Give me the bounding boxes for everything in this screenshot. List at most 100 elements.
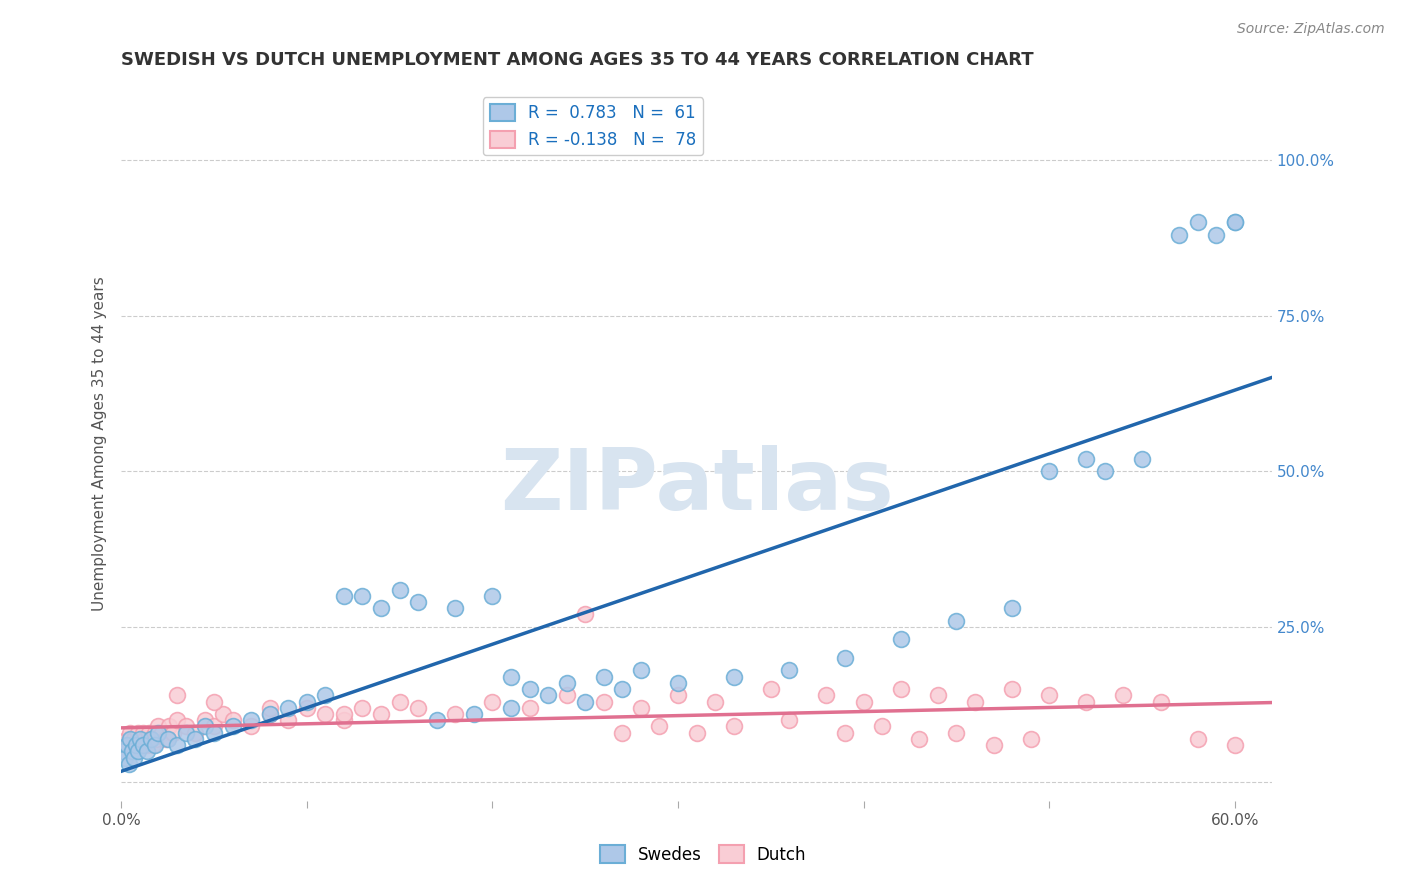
- Point: [115, 738, 138, 752]
- Point: [1187, 215, 1209, 229]
- Point: [221, 719, 243, 733]
- Point: [1094, 464, 1116, 478]
- Point: [143, 738, 166, 752]
- Point: [666, 676, 689, 690]
- Point: [166, 713, 188, 727]
- Point: [463, 706, 485, 721]
- Point: [1019, 731, 1042, 746]
- Point: [890, 682, 912, 697]
- Point: [499, 700, 522, 714]
- Point: [132, 738, 155, 752]
- Point: [723, 719, 745, 733]
- Point: [388, 695, 411, 709]
- Point: [388, 582, 411, 597]
- Point: [1001, 601, 1024, 615]
- Point: [759, 682, 782, 697]
- Point: [120, 725, 142, 739]
- Point: [852, 695, 875, 709]
- Point: [704, 695, 727, 709]
- Point: [112, 738, 135, 752]
- Point: [139, 731, 162, 746]
- Point: [259, 700, 281, 714]
- Point: [945, 614, 967, 628]
- Point: [1076, 451, 1098, 466]
- Point: [121, 744, 143, 758]
- Point: [1187, 731, 1209, 746]
- Point: [120, 731, 142, 746]
- Point: [352, 700, 374, 714]
- Point: [555, 689, 578, 703]
- Point: [240, 713, 263, 727]
- Point: [370, 706, 392, 721]
- Point: [1001, 682, 1024, 697]
- Point: [723, 670, 745, 684]
- Point: [592, 695, 614, 709]
- Point: [778, 713, 800, 727]
- Point: [166, 738, 188, 752]
- Point: [1168, 227, 1191, 242]
- Point: [159, 719, 181, 733]
- Point: [134, 731, 156, 746]
- Point: [426, 713, 449, 727]
- Point: [1038, 689, 1060, 703]
- Point: [212, 706, 235, 721]
- Point: [870, 719, 893, 733]
- Y-axis label: Unemployment Among Ages 35 to 44 years: Unemployment Among Ages 35 to 44 years: [93, 276, 107, 611]
- Text: Source: ZipAtlas.com: Source: ZipAtlas.com: [1237, 22, 1385, 37]
- Point: [444, 706, 467, 721]
- Point: [174, 725, 197, 739]
- Point: [1223, 215, 1246, 229]
- Point: [174, 719, 197, 733]
- Point: [333, 713, 356, 727]
- Point: [481, 589, 503, 603]
- Point: [112, 744, 135, 758]
- Point: [499, 670, 522, 684]
- Point: [574, 695, 596, 709]
- Point: [666, 689, 689, 703]
- Point: [194, 713, 217, 727]
- Point: [117, 738, 139, 752]
- Point: [333, 706, 356, 721]
- Point: [574, 607, 596, 622]
- Point: [352, 589, 374, 603]
- Point: [685, 725, 707, 739]
- Point: [150, 725, 173, 739]
- Point: [1223, 215, 1246, 229]
- Point: [295, 695, 318, 709]
- Point: [592, 670, 614, 684]
- Point: [444, 601, 467, 615]
- Point: [333, 589, 356, 603]
- Point: [630, 700, 652, 714]
- Point: [612, 682, 634, 697]
- Point: [115, 731, 138, 746]
- Point: [114, 750, 136, 764]
- Point: [143, 725, 166, 739]
- Point: [166, 689, 188, 703]
- Point: [890, 632, 912, 647]
- Point: [1223, 738, 1246, 752]
- Point: [145, 731, 167, 746]
- Point: [983, 738, 1005, 752]
- Point: [155, 731, 177, 746]
- Point: [131, 738, 153, 752]
- Point: [648, 719, 671, 733]
- Point: [132, 725, 155, 739]
- Point: [122, 731, 145, 746]
- Point: [834, 651, 856, 665]
- Point: [1130, 451, 1153, 466]
- Point: [127, 744, 149, 758]
- Point: [927, 689, 949, 703]
- Text: ZIPatlas: ZIPatlas: [499, 445, 893, 528]
- Point: [138, 725, 160, 739]
- Point: [612, 725, 634, 739]
- Point: [1076, 695, 1098, 709]
- Point: [148, 725, 170, 739]
- Point: [519, 700, 541, 714]
- Point: [314, 706, 336, 721]
- Point: [1205, 227, 1227, 242]
- Point: [295, 700, 318, 714]
- Point: [314, 689, 336, 703]
- Point: [1149, 695, 1171, 709]
- Point: [1038, 464, 1060, 478]
- Legend: Swedes, Dutch: Swedes, Dutch: [593, 838, 813, 871]
